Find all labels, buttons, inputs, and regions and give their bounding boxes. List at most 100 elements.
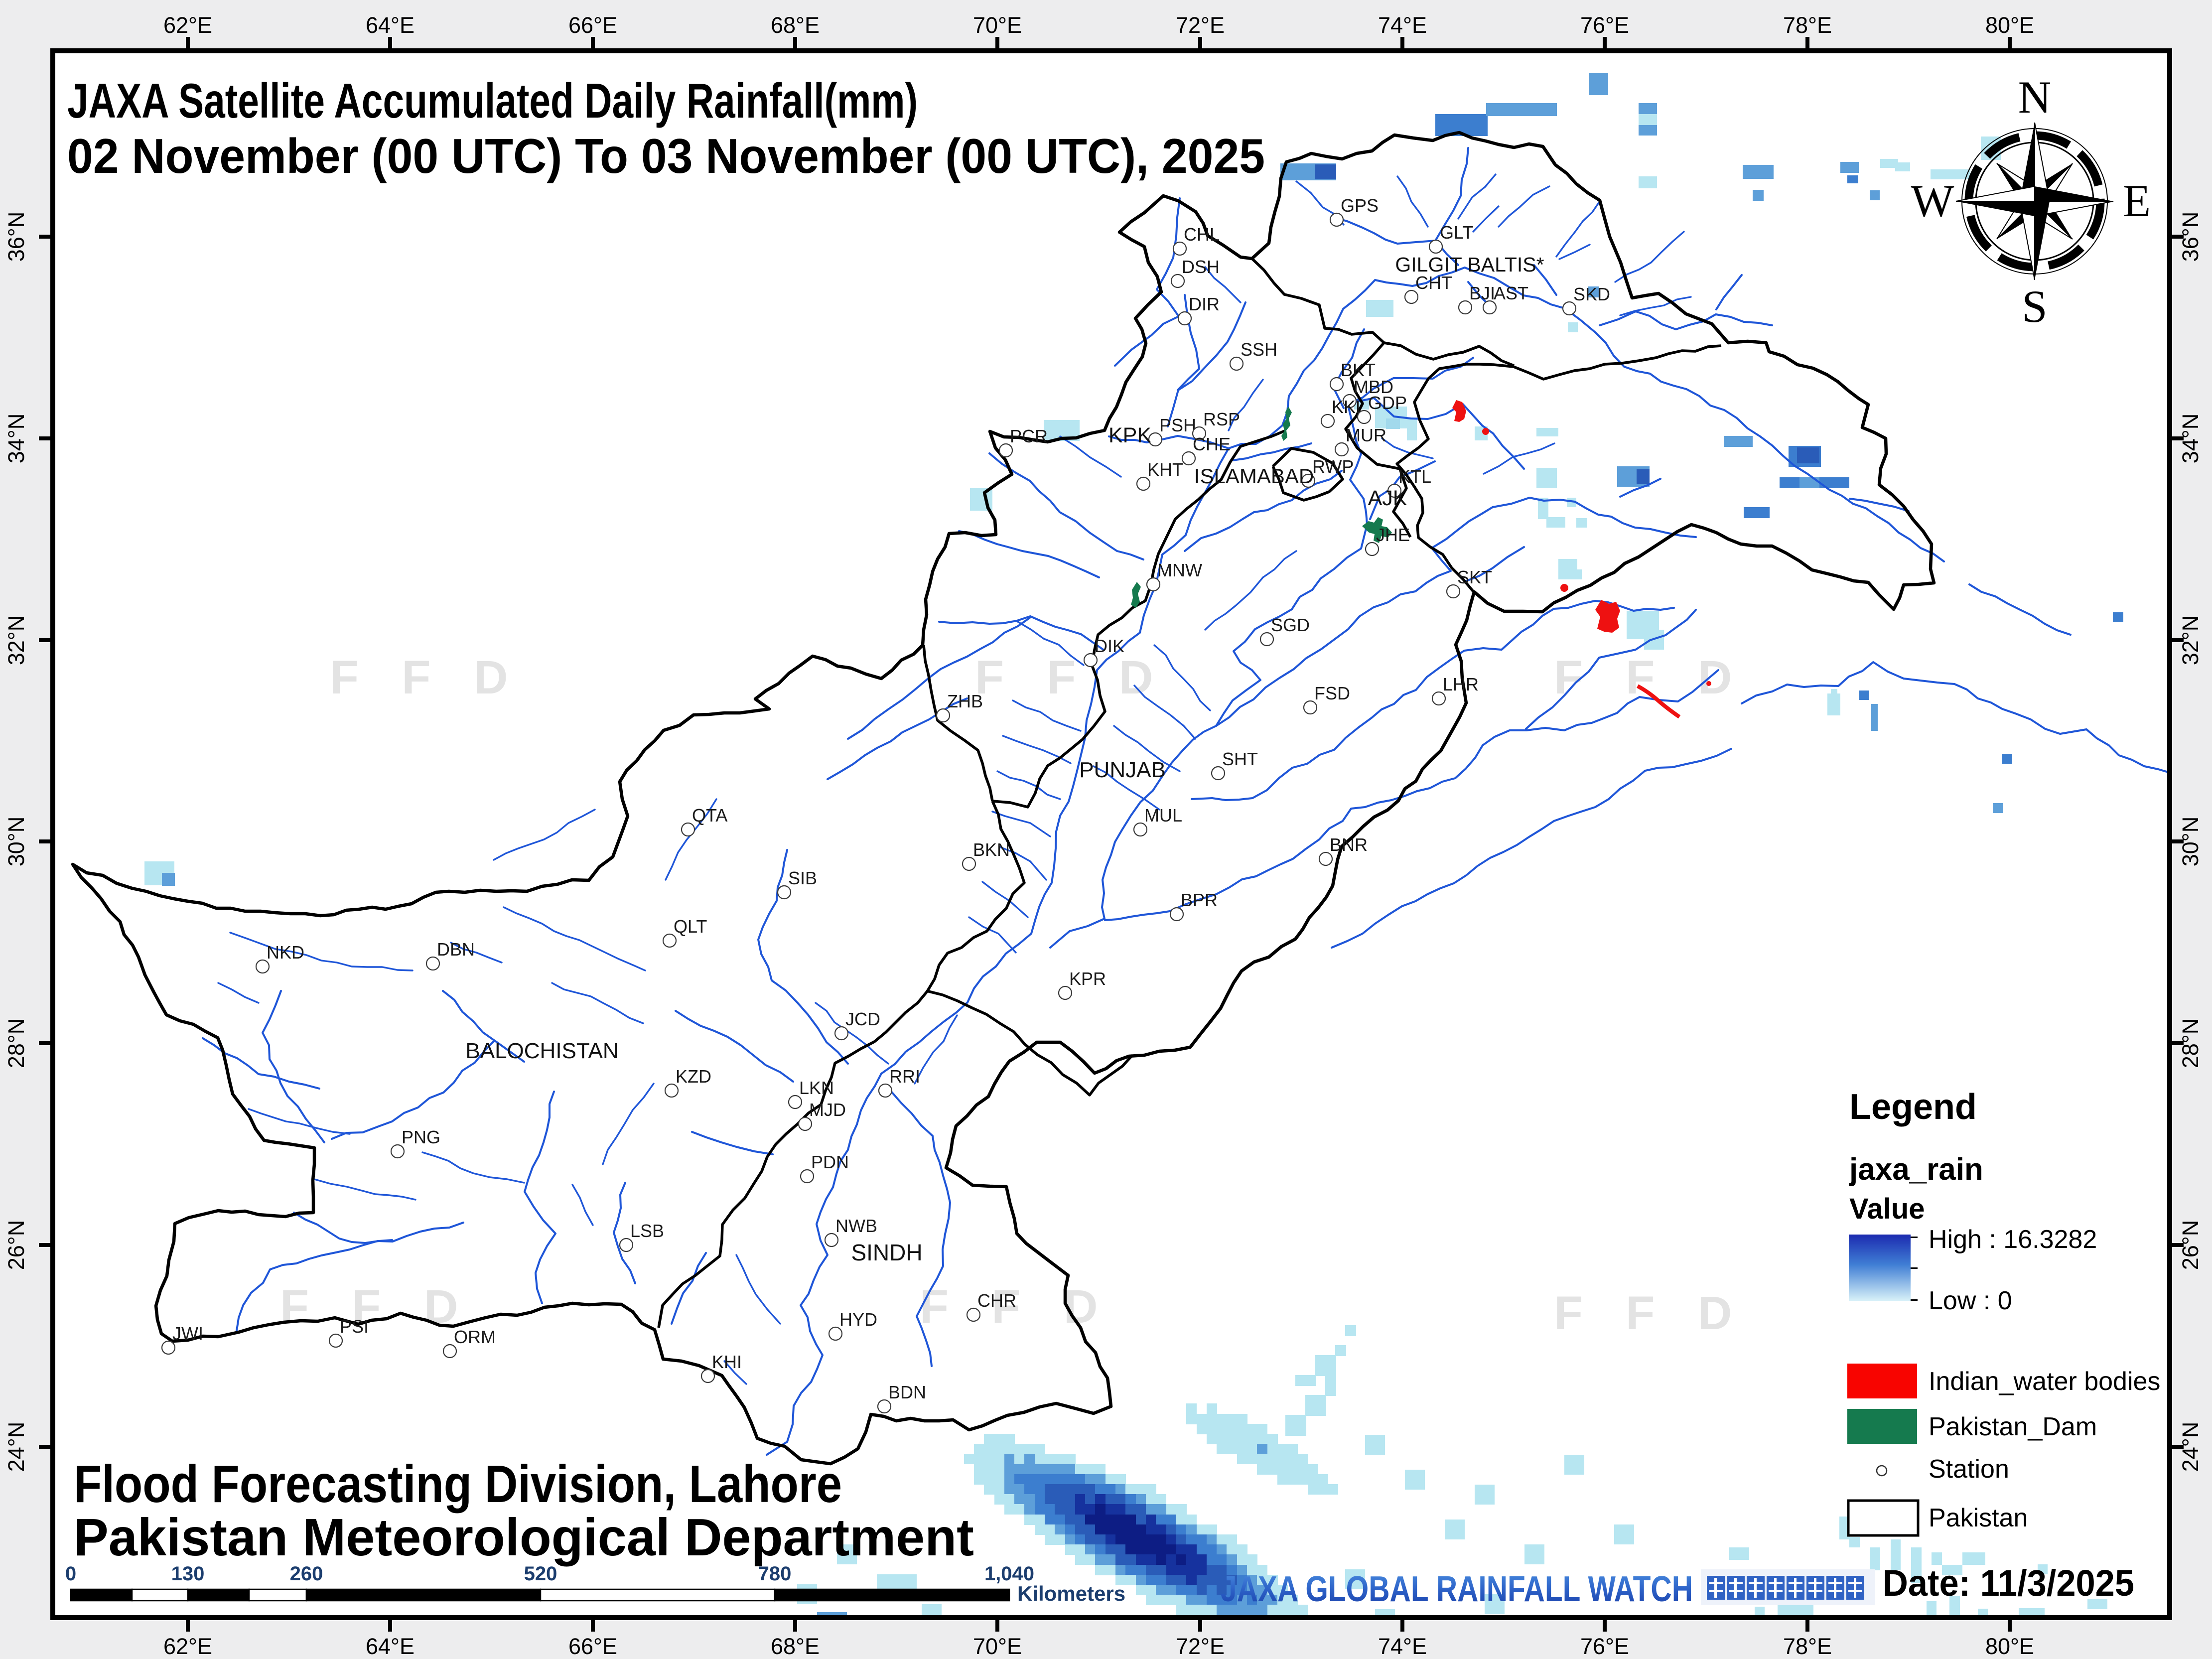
- svg-text:GPS: GPS: [1341, 195, 1379, 216]
- svg-text:26°N: 26°N: [2178, 1220, 2203, 1270]
- svg-text:GLT: GLT: [1440, 222, 1473, 243]
- svg-text:68°E: 68°E: [771, 1634, 820, 1659]
- svg-text:CHR: CHR: [977, 1290, 1016, 1311]
- svg-text:30°N: 30°N: [3, 817, 29, 867]
- svg-text:76°E: 76°E: [1580, 1634, 1629, 1659]
- svg-text:68°E: 68°E: [771, 12, 820, 38]
- svg-text:SSH: SSH: [1241, 339, 1277, 360]
- svg-text:36°N: 36°N: [2178, 212, 2203, 262]
- svg-text:F F D: F F D: [1554, 1287, 1747, 1340]
- svg-text:Low : 0: Low : 0: [1929, 1286, 2012, 1315]
- svg-text:70°E: 70°E: [973, 12, 1022, 38]
- svg-text:BKN: BKN: [973, 839, 1010, 860]
- svg-text:JCD: JCD: [845, 1009, 880, 1029]
- svg-text:RWP: RWP: [1312, 456, 1354, 477]
- svg-text:66°E: 66°E: [568, 12, 617, 38]
- svg-text:F F D: F F D: [975, 651, 1168, 704]
- svg-text:Date: 11/3/2025: Date: 11/3/2025: [1883, 1562, 2134, 1604]
- svg-text:High : 16.3282: High : 16.3282: [1929, 1225, 2097, 1254]
- svg-text:S: S: [2022, 281, 2047, 332]
- svg-text:CHT: CHT: [1415, 273, 1452, 293]
- svg-text:RSP: RSP: [1203, 409, 1240, 429]
- svg-text:32°N: 32°N: [3, 615, 29, 666]
- svg-text:JHE: JHE: [1376, 525, 1410, 545]
- svg-text:SKD: SKD: [1573, 284, 1610, 304]
- svg-text:64°E: 64°E: [366, 12, 415, 38]
- svg-text:80°E: 80°E: [1985, 1634, 2034, 1659]
- svg-text:JWI: JWI: [172, 1323, 203, 1344]
- svg-text:ZHB: ZHB: [947, 691, 983, 711]
- svg-text:74°E: 74°E: [1378, 1634, 1427, 1659]
- svg-text:LKN: LKN: [799, 1078, 834, 1098]
- svg-text:76°E: 76°E: [1580, 12, 1629, 38]
- svg-text:CHL: CHL: [1184, 224, 1220, 245]
- svg-text:78°E: 78°E: [1783, 1634, 1832, 1659]
- svg-text:24°N: 24°N: [3, 1422, 29, 1472]
- svg-text:SHT: SHT: [1222, 749, 1258, 769]
- svg-text:AJK: AJK: [1368, 486, 1407, 510]
- svg-text:MUR: MUR: [1346, 425, 1386, 445]
- svg-text:74°E: 74°E: [1378, 12, 1427, 38]
- svg-text:72°E: 72°E: [1176, 1634, 1225, 1659]
- svg-text:MNW: MNW: [1157, 560, 1202, 580]
- svg-text:28°N: 28°N: [2178, 1018, 2203, 1069]
- svg-text:SGD: SGD: [1271, 615, 1310, 635]
- svg-text:Pakistan Meteorological Depart: Pakistan Meteorological Department: [74, 1508, 974, 1567]
- svg-text:KTL: KTL: [1398, 466, 1431, 487]
- svg-text:BALOCHISTAN: BALOCHISTAN: [465, 1039, 618, 1063]
- svg-text:34°N: 34°N: [2178, 414, 2203, 464]
- svg-text:MUL: MUL: [1144, 805, 1182, 826]
- svg-text:02 November (00 UTC) To 03 No: 02 November (00 UTC) To 03 November (00 …: [67, 129, 1265, 183]
- svg-text:62°E: 62°E: [163, 1634, 212, 1659]
- svg-text:520: 520: [524, 1563, 557, 1585]
- svg-text:Legend: Legend: [1849, 1087, 1977, 1127]
- svg-text:PCR: PCR: [1010, 426, 1048, 446]
- svg-text:ISLAMABAD: ISLAMABAD: [1194, 464, 1314, 488]
- svg-text:SKT: SKT: [1457, 567, 1492, 587]
- svg-text:GDP: GDP: [1368, 393, 1407, 413]
- svg-text:ORM: ORM: [454, 1327, 496, 1347]
- svg-text:KPR: KPR: [1069, 968, 1106, 989]
- svg-text:KHI: KHI: [712, 1352, 742, 1372]
- svg-text:64°E: 64°E: [366, 1634, 415, 1659]
- svg-text:F F D: F F D: [1554, 651, 1747, 704]
- svg-text:1,040: 1,040: [984, 1563, 1034, 1585]
- svg-text:E: E: [2123, 175, 2151, 226]
- svg-text:62°E: 62°E: [163, 12, 212, 38]
- svg-text:0: 0: [65, 1563, 76, 1585]
- svg-text:24°N: 24°N: [2178, 1422, 2203, 1472]
- svg-text:BPR: BPR: [1181, 890, 1218, 910]
- svg-text:jaxa_rain: jaxa_rain: [1849, 1152, 1983, 1187]
- svg-text:QLT: QLT: [674, 916, 707, 937]
- svg-text:JAXA GLOBAL RAINFALL WATCH: JAXA GLOBAL RAINFALL WATCH: [1221, 1569, 1693, 1609]
- svg-text:FSD: FSD: [1314, 683, 1350, 703]
- svg-text:RRI: RRI: [889, 1066, 920, 1087]
- svg-text:SINDH: SINDH: [851, 1240, 922, 1265]
- svg-text:N: N: [2018, 72, 2051, 123]
- svg-text:780: 780: [758, 1563, 792, 1585]
- svg-text:Station: Station: [1929, 1455, 2009, 1484]
- svg-text:Pakistan: Pakistan: [1929, 1504, 2028, 1532]
- svg-text:DIK: DIK: [1095, 636, 1124, 656]
- svg-text:KZD: KZD: [676, 1066, 711, 1087]
- svg-text:KPK: KPK: [1108, 423, 1151, 447]
- svg-text:W: W: [1911, 175, 1954, 226]
- svg-text:66°E: 66°E: [568, 1634, 617, 1659]
- svg-text:36°N: 36°N: [3, 212, 29, 262]
- svg-text:LSB: LSB: [630, 1221, 664, 1241]
- svg-text:Pakistan_Dam: Pakistan_Dam: [1929, 1412, 2097, 1441]
- svg-text:KHT: KHT: [1147, 459, 1183, 480]
- svg-text:Indian_water bodies: Indian_water bodies: [1929, 1367, 2160, 1396]
- svg-text:PSI: PSI: [340, 1316, 369, 1337]
- svg-text:F F D: F F D: [280, 1280, 473, 1333]
- svg-text:PNG: PNG: [402, 1127, 440, 1147]
- svg-text:Kilometers: Kilometers: [1017, 1582, 1125, 1605]
- svg-text:SIB: SIB: [788, 868, 817, 888]
- svg-text:260: 260: [290, 1563, 323, 1585]
- svg-text:Value: Value: [1849, 1193, 1925, 1225]
- svg-text:HYD: HYD: [839, 1309, 877, 1330]
- svg-text:BKT: BKT: [1341, 360, 1376, 380]
- svg-text:72°E: 72°E: [1176, 12, 1225, 38]
- svg-text:AST: AST: [1494, 283, 1528, 303]
- svg-text:BJI: BJI: [1469, 283, 1495, 303]
